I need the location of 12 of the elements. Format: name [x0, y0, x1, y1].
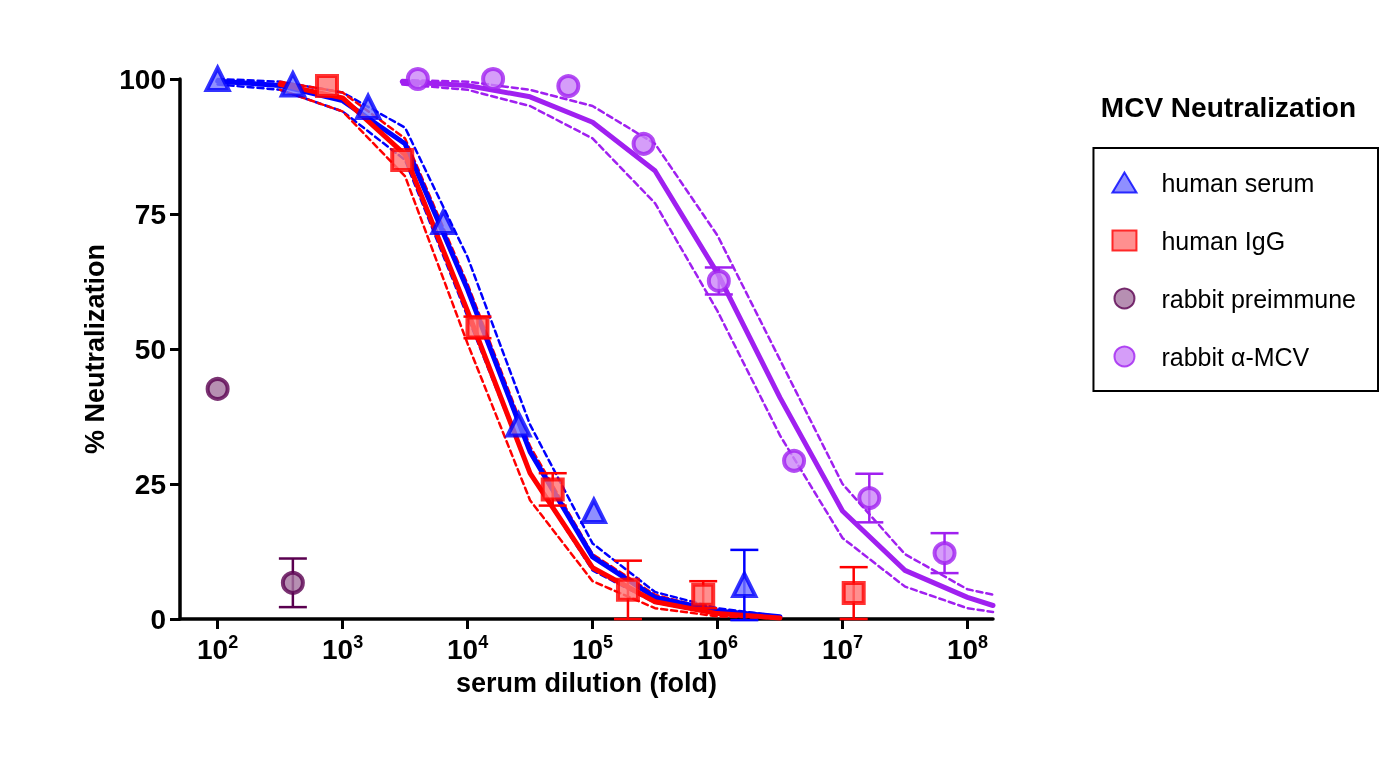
y-tick-label: 50	[134, 333, 166, 365]
legend-label: rabbit preimmune	[1161, 284, 1356, 313]
y-tick-label: 100	[119, 63, 166, 95]
legend-title: MCV Neutralization	[1100, 91, 1357, 123]
y-tick-label: 75	[134, 198, 166, 230]
y-axis-title: % Neutralization	[79, 243, 110, 455]
y-tick-label: 0	[150, 603, 166, 635]
legend-label: human serum	[1161, 168, 1315, 197]
x-axis-title: serum dilution (fold)	[456, 667, 717, 698]
legend-label: human IgG	[1161, 226, 1286, 255]
legend-label: rabbit α-MCV	[1161, 342, 1310, 371]
y-tick-label: 25	[134, 468, 166, 500]
